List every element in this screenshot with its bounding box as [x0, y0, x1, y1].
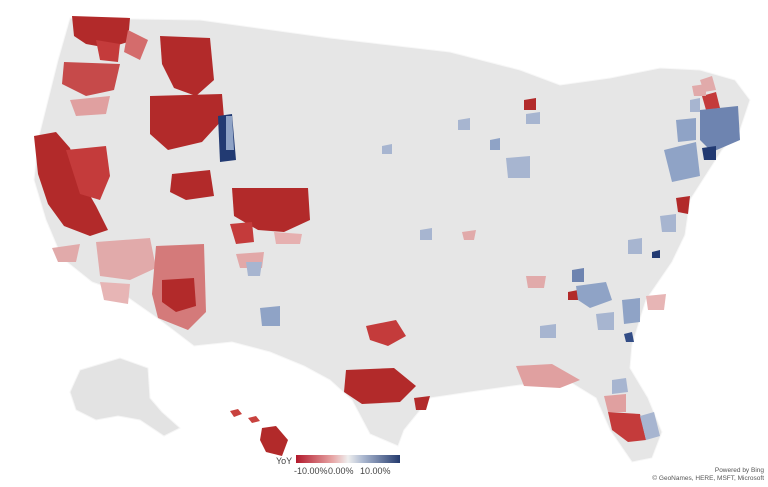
legend-color-scale	[296, 455, 400, 463]
negative-yoy-counties	[34, 16, 720, 442]
legend-min-label: -10.00%	[294, 466, 328, 476]
alaska-base	[69, 357, 181, 437]
copyright-text: © GeoNames, HERE, MSFT, Microsoft	[652, 475, 764, 482]
powered-by-text: Powered by Bing	[714, 467, 764, 474]
map-attribution: Powered by Bing © GeoNames, HERE, MSFT, …	[652, 467, 764, 483]
legend-title: YoY	[276, 456, 293, 466]
hawaii-islands	[230, 409, 288, 456]
map-legend: YoY -10.00% 0.00% 10.00%	[262, 452, 402, 482]
legend-max-label: 10.00%	[360, 466, 391, 476]
positive-yoy-counties	[218, 98, 740, 440]
legend-mid-label: 0.00%	[328, 466, 354, 476]
